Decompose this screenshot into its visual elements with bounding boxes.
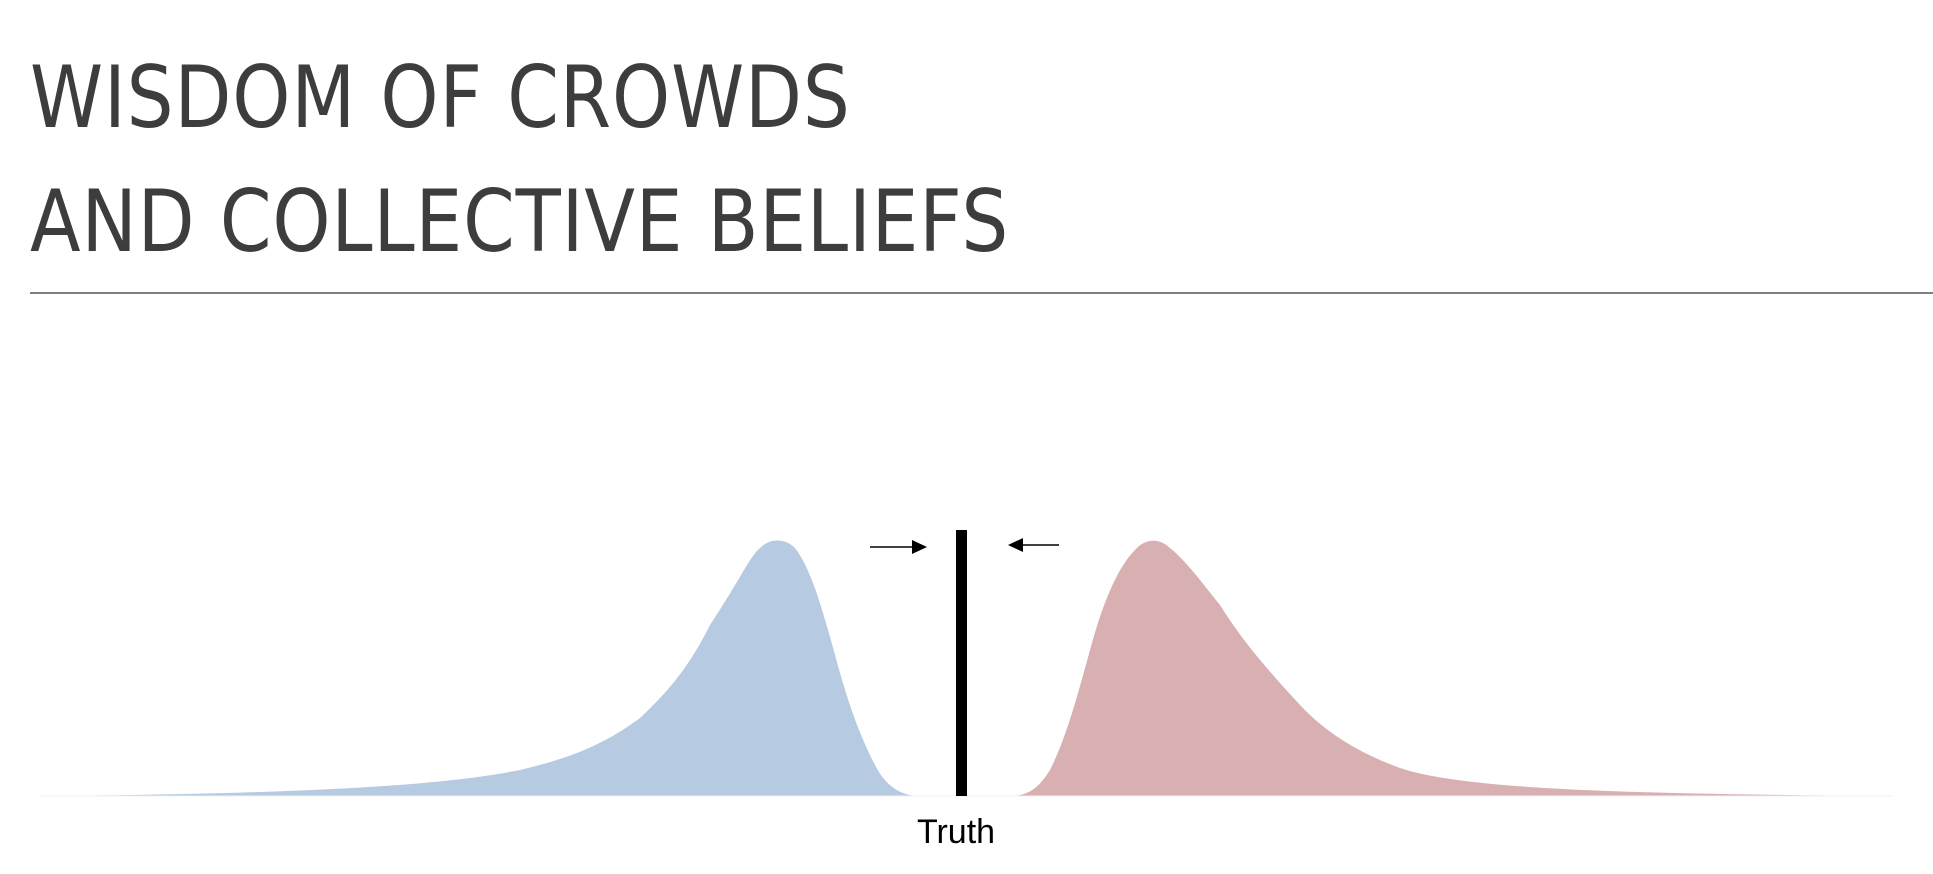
left-belief-distribution: [40, 540, 920, 796]
title-line-2: AND COLLECTIVE BELIEFS: [30, 172, 1010, 272]
arrow-left-icon: [1008, 538, 1059, 552]
title-divider: [30, 292, 1933, 294]
arrow-right-icon: [870, 540, 927, 554]
truth-line: [956, 530, 967, 796]
title-line-1: WISDOM OF CROWDS: [30, 48, 851, 148]
right-belief-distribution: [1010, 540, 1893, 796]
truth-label: Truth: [916, 813, 996, 851]
page-title: WISDOM OF CROWDS AND COLLECTIVE BELIEFS: [30, 36, 1009, 284]
